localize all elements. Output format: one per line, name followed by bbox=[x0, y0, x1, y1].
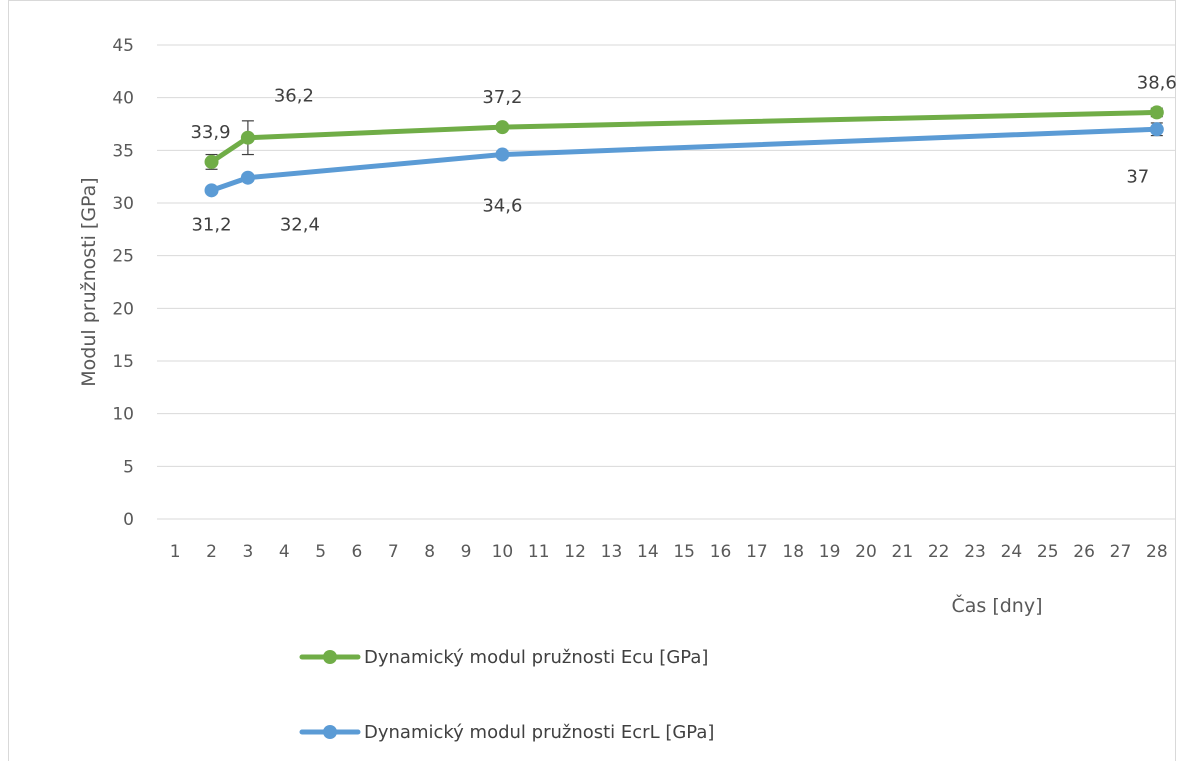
legend-item-1: Dynamický modul pružnosti Ecu [GPa] bbox=[299, 647, 708, 668]
data-label: 31,2 bbox=[191, 214, 231, 235]
series-2 bbox=[204, 122, 1164, 198]
y-axis-title: Modul pružnosti [GPa] bbox=[78, 177, 100, 386]
data-labels: 33,9 36,2 37,2 38,6 31,2 32,4 34,6 37 bbox=[190, 72, 1176, 235]
series-layer bbox=[204, 105, 1164, 198]
x-tick-label: 8 bbox=[424, 542, 435, 562]
x-tick-label: 17 bbox=[746, 542, 768, 562]
y-tick-label: 25 bbox=[112, 247, 134, 267]
x-tick-label: 24 bbox=[1001, 542, 1023, 562]
data-point bbox=[495, 147, 510, 162]
legend-item-2: Dynamický modul pružnosti EcrL [GPa] bbox=[299, 722, 714, 743]
y-axis-ticks: 0 5 10 15 20 25 30 35 40 45 bbox=[112, 36, 134, 530]
data-label: 33,9 bbox=[190, 122, 230, 143]
data-point bbox=[204, 183, 219, 198]
data-point bbox=[240, 170, 255, 185]
x-tick-label: 15 bbox=[673, 542, 695, 562]
data-point bbox=[495, 120, 510, 135]
y-tick-label: 40 bbox=[112, 89, 134, 109]
x-tick-label: 12 bbox=[564, 542, 586, 562]
x-tick-label: 18 bbox=[782, 542, 804, 562]
data-point bbox=[1149, 105, 1164, 120]
legend-marker bbox=[323, 725, 337, 739]
y-tick-label: 20 bbox=[112, 299, 134, 319]
x-tick-label: 26 bbox=[1073, 542, 1095, 562]
series-line bbox=[209, 126, 1160, 193]
data-label: 38,6 bbox=[1137, 72, 1177, 93]
x-axis-ticks: 1 2 3 4 5 6 7 8 9 10 11 12 13 14 15 16 17 18 19 20 21 22 23 24 2… bbox=[170, 542, 1168, 562]
x-tick-label: 2 bbox=[206, 542, 217, 562]
x-tick-label: 6 bbox=[352, 542, 363, 562]
chart-frame bbox=[8, 0, 1176, 761]
data-label: 37 bbox=[1126, 166, 1149, 187]
x-tick-label: 19 bbox=[819, 542, 841, 562]
x-tick-label: 28 bbox=[1146, 542, 1168, 562]
x-tick-label: 14 bbox=[637, 542, 659, 562]
x-tick-label: 7 bbox=[388, 542, 399, 562]
y-tick-label: 45 bbox=[112, 36, 134, 56]
series-line bbox=[209, 109, 1160, 165]
data-label: 37,2 bbox=[482, 87, 522, 108]
x-tick-label: 16 bbox=[710, 542, 732, 562]
legend-label: Dynamický modul pružnosti Ecu [GPa] bbox=[364, 647, 708, 668]
y-tick-label: 30 bbox=[112, 194, 134, 214]
x-tick-label: 22 bbox=[928, 542, 950, 562]
y-tick-label: 35 bbox=[112, 141, 134, 161]
x-tick-label: 1 bbox=[170, 542, 181, 562]
data-point bbox=[1149, 122, 1164, 137]
x-tick-label: 5 bbox=[315, 542, 326, 562]
x-tick-label: 11 bbox=[528, 542, 550, 562]
legend-label: Dynamický modul pružnosti EcrL [GPa] bbox=[364, 722, 714, 743]
data-label: 36,2 bbox=[274, 86, 314, 107]
x-tick-label: 21 bbox=[892, 542, 914, 562]
data-label: 34,6 bbox=[482, 196, 522, 217]
x-tick-label: 10 bbox=[492, 542, 514, 562]
data-point bbox=[204, 154, 219, 169]
x-tick-label: 25 bbox=[1037, 542, 1059, 562]
x-axis-title: Čas [dny] bbox=[951, 593, 1042, 617]
series-1 bbox=[204, 105, 1164, 170]
y-tick-label: 5 bbox=[123, 457, 134, 477]
x-tick-label: 9 bbox=[461, 542, 472, 562]
x-tick-label: 23 bbox=[964, 542, 986, 562]
data-label: 32,4 bbox=[280, 215, 320, 236]
legend: Dynamický modul pružnosti Ecu [GPa] Dynam… bbox=[299, 647, 714, 743]
y-tick-label: 0 bbox=[123, 510, 134, 530]
legend-marker bbox=[323, 650, 337, 664]
x-tick-label: 27 bbox=[1110, 542, 1132, 562]
data-point bbox=[240, 130, 255, 145]
x-tick-label: 20 bbox=[855, 542, 877, 562]
y-tick-label: 15 bbox=[112, 352, 134, 372]
x-tick-label: 3 bbox=[242, 542, 253, 562]
y-tick-label: 10 bbox=[112, 405, 134, 425]
x-tick-label: 13 bbox=[601, 542, 623, 562]
x-tick-label: 4 bbox=[279, 542, 290, 562]
